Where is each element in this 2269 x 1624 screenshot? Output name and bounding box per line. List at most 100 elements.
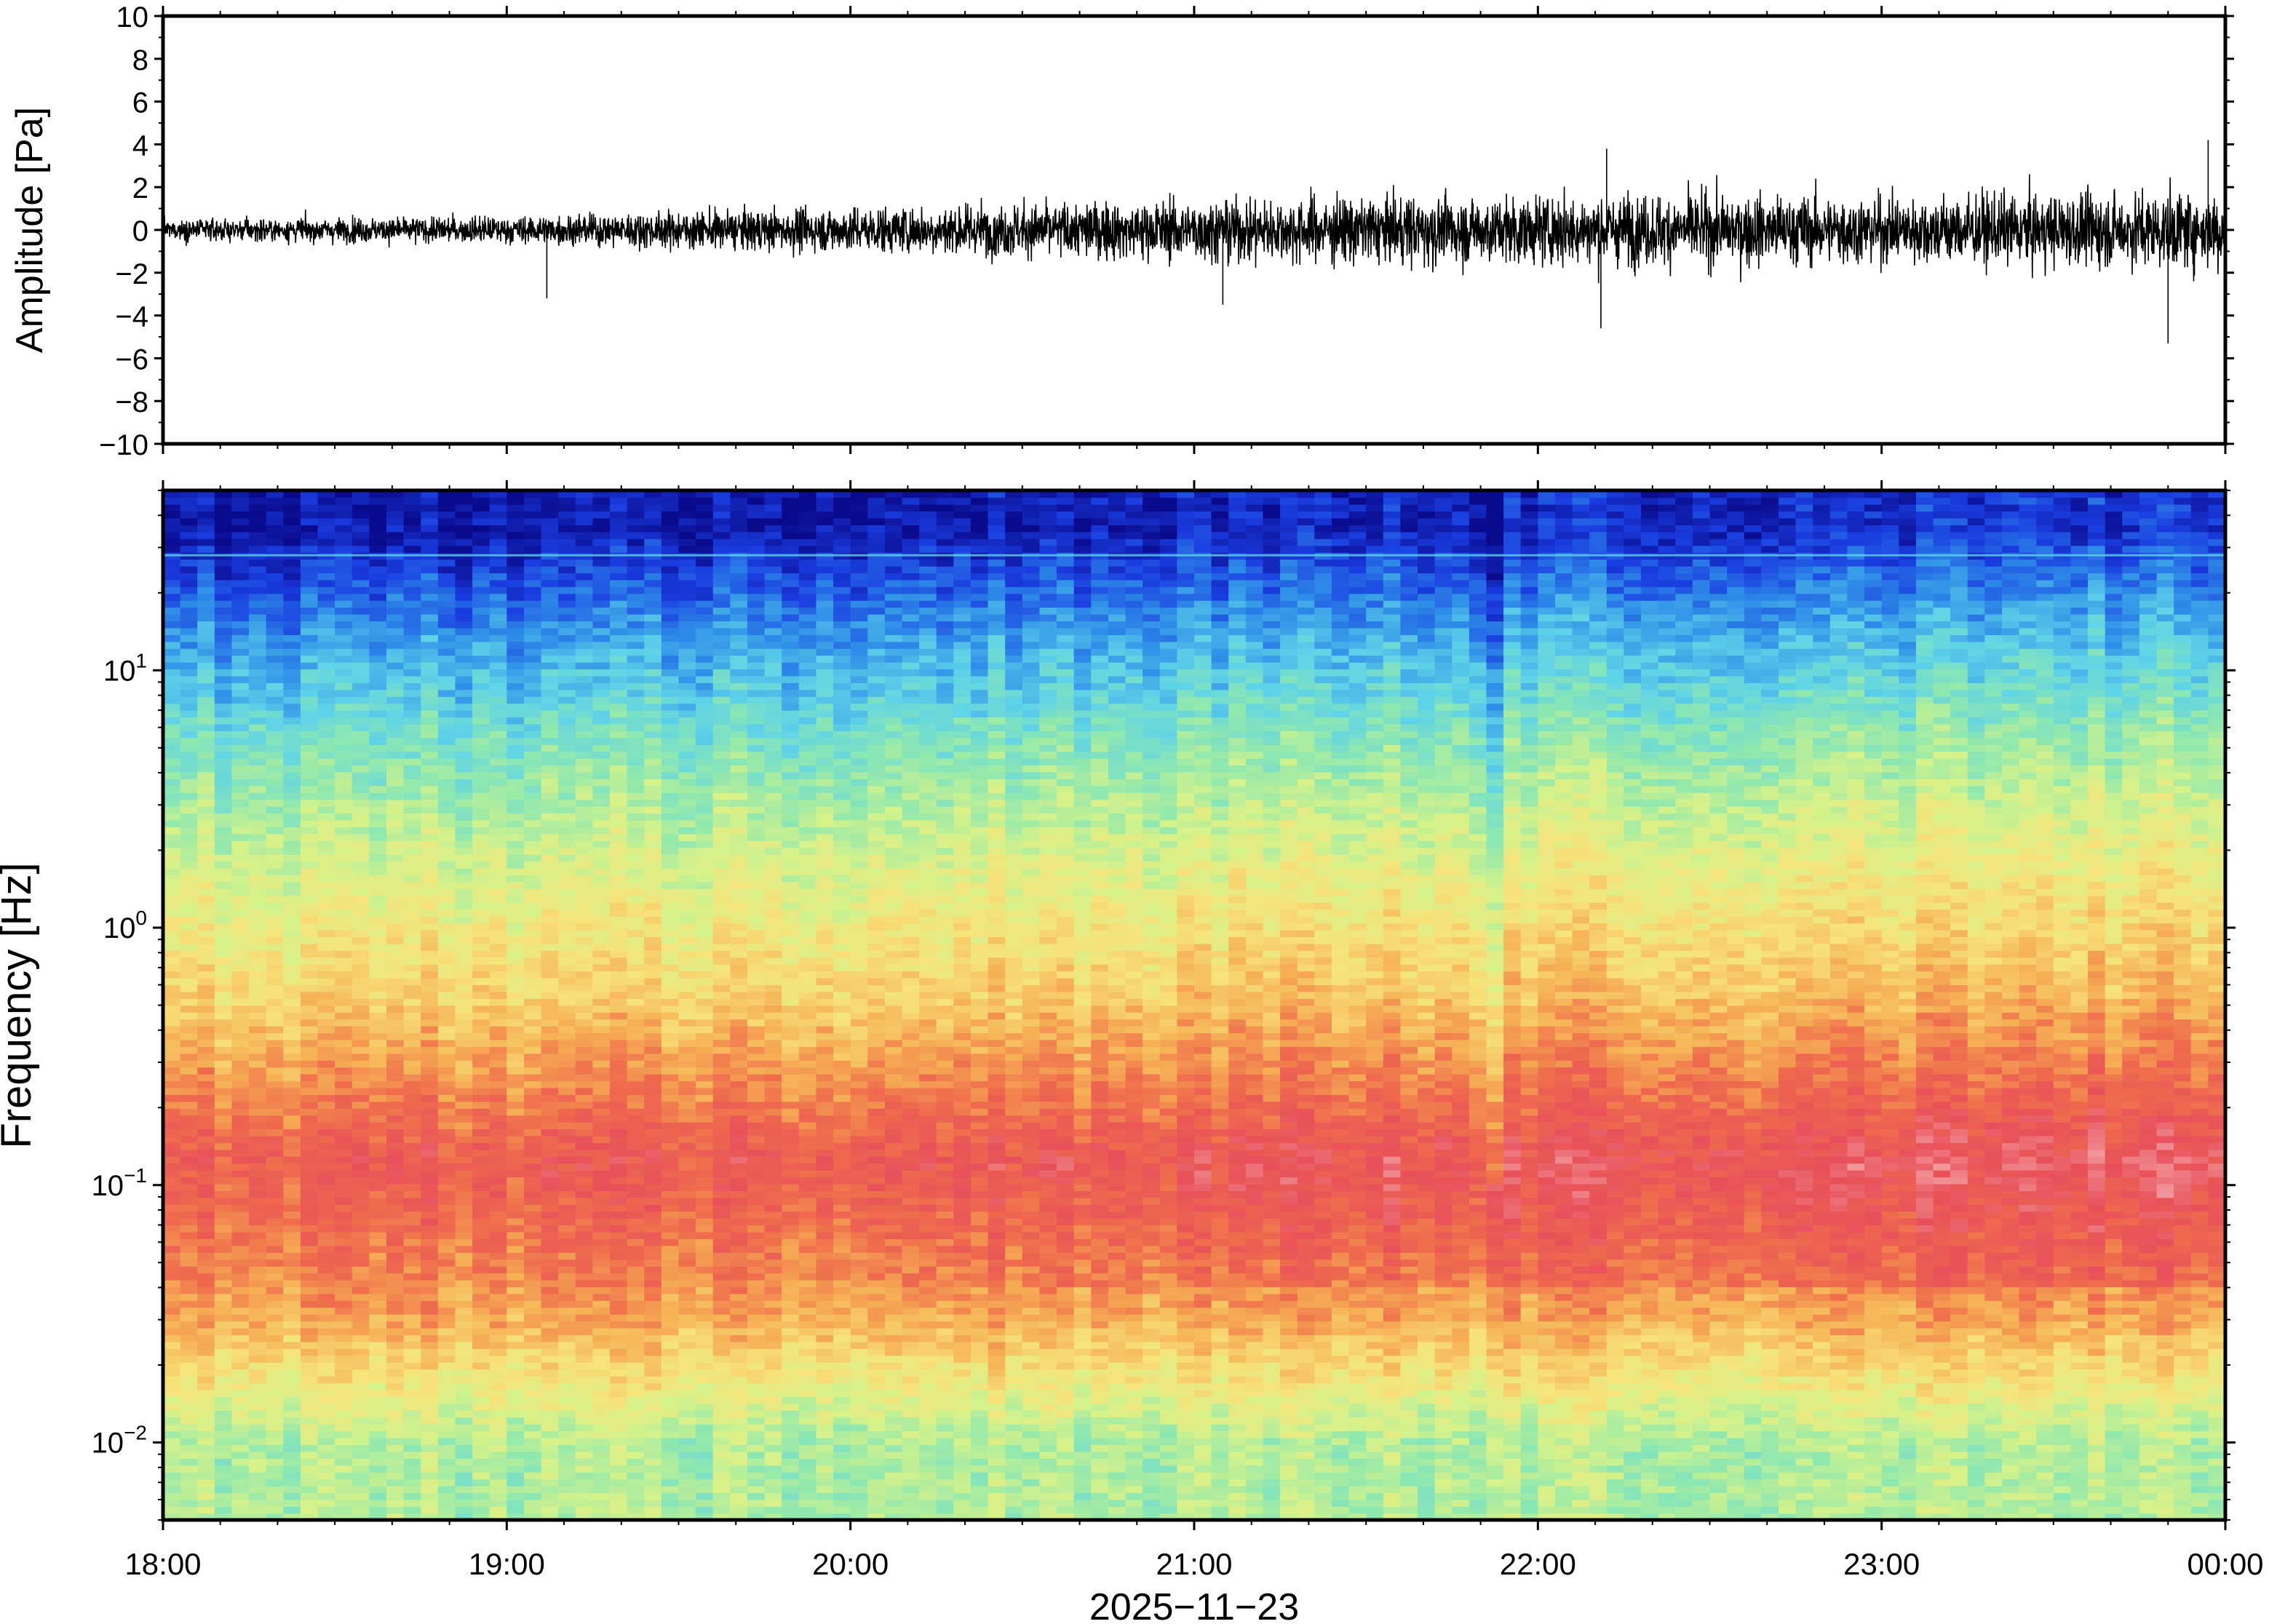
spectrogram-cell bbox=[300, 1149, 319, 1157]
spectrogram-cell bbox=[231, 1053, 250, 1061]
spectrogram-cell bbox=[644, 1265, 662, 1274]
spectrogram-cell bbox=[249, 1273, 267, 1281]
spectrogram-cell bbox=[558, 586, 576, 594]
spectrogram-cell bbox=[163, 1300, 181, 1308]
spectrogram-cell bbox=[421, 723, 439, 731]
spectrogram-cell bbox=[335, 792, 353, 800]
spectrogram-cell bbox=[335, 923, 353, 931]
spectrogram-cell bbox=[403, 621, 422, 629]
spectrogram-cell bbox=[317, 517, 335, 525]
spectrogram-cell bbox=[696, 1204, 714, 1212]
spectrogram-cell bbox=[214, 1177, 233, 1185]
spectrogram-cell bbox=[592, 1032, 611, 1040]
spectrogram-cell bbox=[455, 1211, 473, 1219]
spectrogram-cell bbox=[249, 744, 267, 752]
spectrogram-cell bbox=[317, 682, 335, 690]
spectrogram-cell bbox=[163, 847, 181, 855]
spectrogram-cell bbox=[180, 1506, 199, 1514]
spectrogram-cell bbox=[283, 785, 301, 793]
spectrogram-cell bbox=[661, 765, 680, 773]
spectrogram-cell bbox=[558, 497, 576, 505]
spectrogram-cell bbox=[231, 1156, 250, 1164]
spectrogram-cell bbox=[283, 731, 301, 739]
waveform-y-tick-label: 8 bbox=[132, 44, 148, 76]
spectrogram-cell bbox=[592, 1245, 611, 1253]
spectrogram-cell bbox=[317, 936, 335, 944]
spectrogram-cell bbox=[300, 1156, 319, 1164]
spectrogram-cell bbox=[335, 1087, 353, 1095]
spectrogram-cell bbox=[489, 909, 508, 917]
spectrogram-cell bbox=[523, 998, 542, 1006]
spectrogram-cell bbox=[472, 600, 490, 608]
spectrogram-cell bbox=[421, 1204, 439, 1212]
spectrogram-cell bbox=[523, 1129, 542, 1137]
spectrogram-cell bbox=[541, 682, 559, 690]
spectrogram-cell bbox=[627, 1327, 645, 1336]
spectrogram-cell bbox=[437, 936, 456, 944]
spectrogram-cell bbox=[472, 881, 490, 889]
spectrogram-cell bbox=[489, 1059, 508, 1068]
spectrogram-cell bbox=[610, 771, 628, 779]
spectrogram-cell bbox=[627, 1355, 645, 1363]
spectrogram-cell bbox=[592, 1382, 611, 1390]
spectrogram-cell bbox=[523, 586, 542, 594]
spectrogram-cell bbox=[266, 1279, 285, 1288]
spectrogram-cell bbox=[163, 936, 181, 944]
spectrogram-cell bbox=[455, 827, 473, 835]
spectrogram-cell bbox=[421, 531, 439, 539]
spectrogram-cell bbox=[437, 1019, 456, 1027]
spectrogram-cell bbox=[489, 573, 508, 581]
spectrogram-cell bbox=[403, 1279, 422, 1288]
spectrogram-cell bbox=[696, 833, 714, 841]
spectrogram-cell bbox=[266, 1458, 285, 1466]
spectrogram-cell bbox=[541, 751, 559, 759]
spectrogram-cell bbox=[592, 867, 611, 876]
spectrogram-cell bbox=[506, 1108, 525, 1116]
spectrogram-cell bbox=[644, 1369, 662, 1377]
spectrogram-cell bbox=[283, 1073, 301, 1082]
spectrogram-cell bbox=[472, 607, 490, 615]
spectrogram-cell bbox=[455, 833, 473, 841]
spectrogram-cell bbox=[180, 1204, 199, 1212]
spectrogram-cell bbox=[489, 545, 508, 553]
spectrogram-cell bbox=[351, 881, 370, 889]
spectrogram-cell bbox=[541, 531, 559, 539]
spectrogram-cell bbox=[317, 1129, 335, 1137]
spectrogram-cell bbox=[403, 1423, 422, 1432]
spectrogram-cell bbox=[180, 1025, 199, 1034]
spectrogram-cell bbox=[335, 559, 353, 567]
spectrogram-cell bbox=[627, 1259, 645, 1267]
spectrogram-cell bbox=[180, 833, 199, 841]
spectrogram-cell bbox=[575, 731, 594, 739]
spectrogram-cell bbox=[369, 1142, 387, 1150]
spectrogram-cell bbox=[575, 1396, 594, 1404]
spectrogram-cell bbox=[386, 1286, 405, 1294]
spectrogram-cell bbox=[627, 1471, 645, 1480]
spectrogram-cell bbox=[317, 991, 335, 999]
spectrogram-cell bbox=[180, 1265, 199, 1274]
spectrogram-cell bbox=[283, 1478, 301, 1486]
spectrogram-cell bbox=[214, 1129, 233, 1137]
spectrogram-cell bbox=[421, 641, 439, 649]
spectrogram-cell bbox=[575, 1362, 594, 1370]
spectrogram-cell bbox=[678, 1019, 696, 1027]
spectrogram-cell bbox=[403, 1362, 422, 1370]
spectrogram-cell bbox=[317, 579, 335, 587]
spectrogram-cell bbox=[317, 545, 335, 553]
spectrogram-cell bbox=[661, 531, 680, 539]
spectrogram-cell bbox=[627, 881, 645, 889]
spectrogram-cell bbox=[403, 559, 422, 567]
spectrogram-cell bbox=[455, 902, 473, 910]
spectrogram-cell bbox=[437, 517, 456, 525]
spectrogram-cell bbox=[455, 1437, 473, 1446]
spectrogram-cell bbox=[403, 1314, 422, 1322]
spectrogram-cell bbox=[249, 593, 267, 601]
spectrogram-cell bbox=[455, 1362, 473, 1370]
spectrogram-cell bbox=[575, 853, 594, 862]
spectrogram-cell bbox=[231, 1101, 250, 1109]
spectrogram-cell bbox=[197, 1011, 215, 1020]
spectrogram-cell bbox=[696, 1067, 714, 1075]
spectrogram-cell bbox=[523, 634, 542, 642]
spectrogram-cell bbox=[610, 696, 628, 704]
spectrogram-cell bbox=[300, 833, 319, 841]
